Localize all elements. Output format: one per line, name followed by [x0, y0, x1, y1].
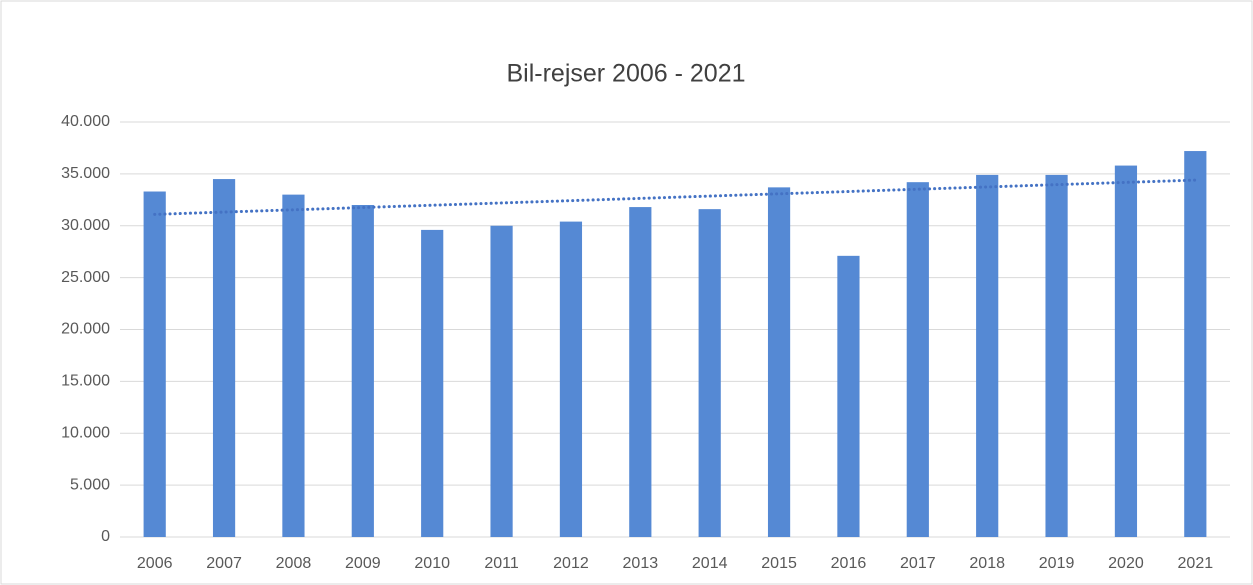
- y-tick-label: 5.000: [70, 476, 110, 493]
- y-tick-label: 30.000: [61, 217, 110, 234]
- x-tick-label: 2006: [137, 555, 173, 572]
- bar: [351, 205, 374, 537]
- bar: [698, 209, 721, 537]
- bar: [629, 207, 652, 537]
- bar: [212, 179, 236, 537]
- x-tick-label: 2012: [553, 555, 589, 572]
- bar: [906, 182, 929, 538]
- bar: [143, 191, 166, 537]
- x-tick-label: 2007: [206, 555, 242, 572]
- bar: [421, 229, 444, 537]
- x-tick-label: 2014: [692, 555, 728, 572]
- y-tick-label: 20.000: [61, 321, 110, 338]
- y-tick-label: 15.000: [61, 373, 110, 390]
- y-tick-label: 35.000: [61, 165, 110, 182]
- y-tick-label: 40.000: [61, 113, 110, 130]
- bar: [1045, 174, 1068, 537]
- x-tick-label: 2008: [276, 555, 312, 572]
- x-tick-label: 2009: [345, 555, 381, 572]
- x-tick-label: 2020: [1108, 555, 1144, 572]
- y-tick-label: 25.000: [61, 269, 110, 286]
- bar: [282, 194, 305, 537]
- bar: [767, 187, 791, 538]
- bar: [837, 255, 860, 537]
- bar: [559, 221, 583, 537]
- bar: [976, 174, 999, 537]
- x-tick-label: 2018: [969, 555, 1005, 572]
- x-tick-label: 2010: [414, 555, 450, 572]
- x-tick-label: 2016: [831, 555, 867, 572]
- y-tick-label: 10.000: [61, 424, 110, 441]
- bar: [1114, 165, 1138, 537]
- x-tick-label: 2017: [900, 555, 936, 572]
- x-tick-label: 2015: [761, 555, 797, 572]
- x-tick-label: 2021: [1178, 555, 1214, 572]
- bar: [1184, 151, 1207, 538]
- bar: [490, 225, 513, 537]
- trendline: [153, 178, 1197, 216]
- chart-title: Bil-rejser 2006 - 2021: [506, 60, 745, 88]
- y-tick-label: 0: [101, 528, 110, 545]
- x-tick-label: 2013: [623, 555, 659, 572]
- x-tick-label: 2019: [1039, 555, 1075, 572]
- x-tick-label: 2011: [484, 555, 519, 572]
